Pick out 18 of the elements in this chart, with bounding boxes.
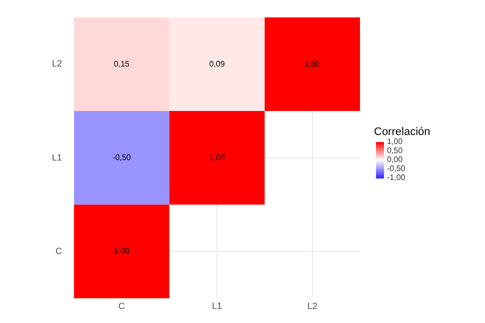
y-tick-label: L2 <box>52 58 62 69</box>
x-tick-label: L2 <box>307 301 318 312</box>
color-bar-label: 0,00 <box>387 155 404 164</box>
y-tick-label: L1 <box>52 152 62 162</box>
data-label: 0,09 <box>209 59 226 68</box>
color-bar-label: 0,50 <box>387 146 404 156</box>
x-tick-label: C <box>118 301 126 312</box>
data-label: 1,00 <box>304 59 321 68</box>
data-label: 1,00 <box>209 153 226 162</box>
color-bar-label: -1,00 <box>387 173 406 182</box>
data-label: -0,50 <box>112 153 132 162</box>
color-bar-label: -0,50 <box>387 164 406 174</box>
x-tick-label: L1 <box>212 301 222 312</box>
data-label: 1,00 <box>114 246 130 256</box>
y-tick-label: C <box>56 246 63 256</box>
color-bar-label: 1,00 <box>387 137 404 146</box>
color-bar-title: Correlación <box>374 126 430 138</box>
data-label: 0,15 <box>114 59 130 68</box>
